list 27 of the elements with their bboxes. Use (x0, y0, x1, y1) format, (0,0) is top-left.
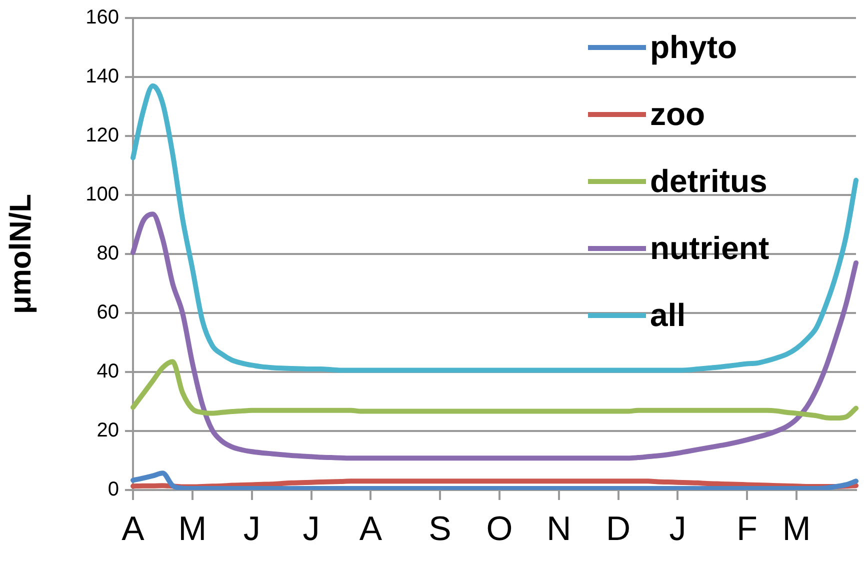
x-tick-label: S (428, 510, 452, 548)
legend-label: detritus (650, 163, 768, 200)
x-tick-label: A (122, 510, 145, 548)
y-tick-label: 120 (86, 124, 119, 147)
x-tick-label: J (243, 510, 260, 548)
legend-label: zoo (650, 96, 706, 133)
y-tick-label: 160 (86, 6, 119, 29)
legend-label: all (650, 297, 686, 334)
x-tick-label: A (359, 510, 382, 548)
y-tick-label: 40 (96, 360, 119, 383)
x-tick-label: J (669, 510, 686, 548)
y-tick-label: 0 (108, 478, 119, 501)
x-tick-label: M (178, 510, 207, 548)
x-tick-label: O (486, 510, 513, 548)
y-axis-title: μmolN/L (4, 194, 38, 314)
y-tick-label: 140 (86, 66, 119, 88)
x-tick-label: J (302, 510, 320, 548)
y-tick-label: 60 (96, 302, 119, 324)
x-tick-label: D (606, 510, 631, 548)
legend-label: phyto (650, 29, 738, 66)
y-tick-label: 100 (86, 184, 119, 206)
x-tick-label: N (546, 510, 572, 548)
y-tick-label: 80 (96, 242, 119, 265)
x-tick-label: M (782, 510, 811, 548)
y-tick-label: 20 (96, 420, 119, 442)
x-tick-label: F (736, 510, 758, 548)
legend-label: nutrient (650, 230, 770, 267)
